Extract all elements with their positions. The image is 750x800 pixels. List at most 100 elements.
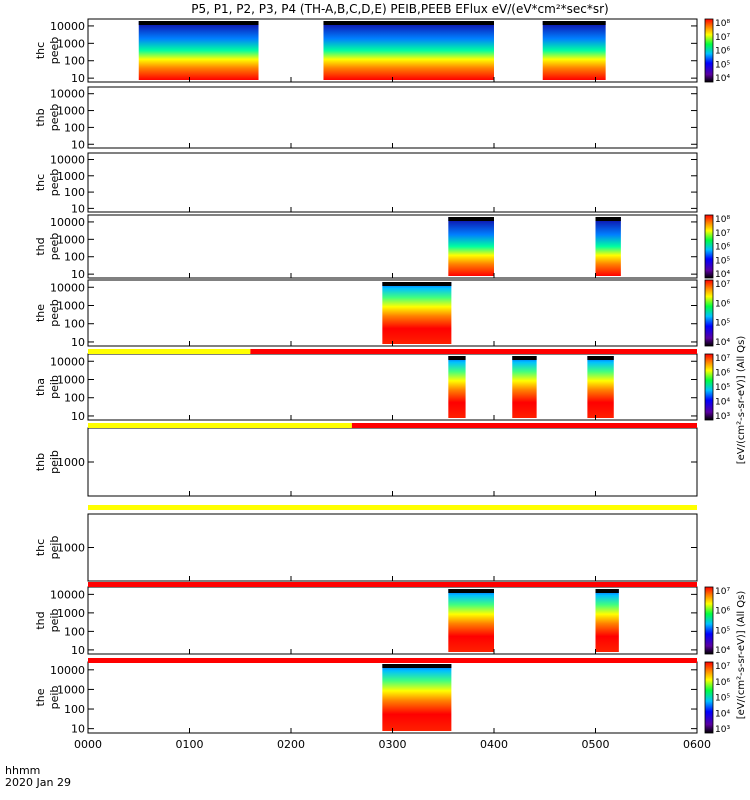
panel-species-label-9: peib [48, 686, 61, 710]
block-cap-4-0 [382, 282, 452, 286]
colorbar-label-4-0: 10⁴ [715, 338, 730, 348]
spectrogram-block-8-0 [448, 589, 494, 652]
colorbar-label-5-4: 10⁷ [715, 354, 730, 364]
spectrogram-block-9-0 [382, 664, 452, 731]
block-cap-5-2 [587, 356, 614, 360]
chart-title: P5, P1, P2, P3, P4 (TH-A,B,C,D,E) PEIB,P… [191, 2, 608, 16]
panel-probe-label-0: thc [34, 42, 47, 59]
ytick-label-5-2: 1000 [57, 373, 85, 386]
spectrogram-block-8-1 [595, 589, 619, 652]
ytick-label-3-0: 10 [71, 268, 85, 281]
colorbar-label-4-3: 10⁷ [715, 280, 730, 290]
colorbar-0 [704, 18, 714, 83]
colorbar-label-9-0: 10³ [715, 725, 730, 735]
ytick-label-2-1: 100 [64, 186, 85, 199]
ytick-label-9-2: 1000 [57, 683, 85, 696]
ytick-label-7-0: 1000 [57, 542, 85, 555]
colorbar-3 [704, 214, 714, 279]
panel-probe-label-1: thb [34, 108, 47, 126]
colorbar-label-9-4: 10⁷ [715, 662, 730, 672]
colorbar-label-8-3: 10⁷ [715, 587, 730, 597]
colorbar-label-5-2: 10⁵ [715, 383, 730, 393]
ytick-label-4-2: 1000 [57, 299, 85, 312]
block-cap-8-0 [448, 589, 494, 593]
ytick-label-3-1: 100 [64, 251, 85, 264]
spectrogram-block-0-0 [138, 21, 259, 80]
mode-bar-red-3 [88, 582, 697, 587]
ytick-label-8-1: 100 [64, 625, 85, 638]
spectrogram-block-3-0 [448, 217, 494, 276]
colorbar-label-4-2: 10⁶ [715, 299, 730, 309]
xtick-label-5: 0500 [582, 738, 610, 751]
panel-species-label-3: peeb [48, 233, 61, 261]
ytick-label-3-3: 10000 [50, 216, 85, 229]
colorbar-label-3-0: 10⁴ [715, 270, 730, 280]
panel-frame-2 [87, 152, 698, 213]
colorbar-8 [704, 586, 714, 655]
ytick-label-2-3: 10000 [50, 153, 85, 166]
block-cap-3-0 [448, 217, 494, 221]
xtick-label-3: 0300 [379, 738, 407, 751]
ytick-label-8-2: 1000 [57, 607, 85, 620]
panel-frame-1 [87, 86, 698, 149]
ytick-label-2-0: 10 [71, 202, 85, 215]
colorbar-label-3-3: 10⁷ [715, 229, 730, 239]
ytick-label-6-0: 1000 [57, 456, 85, 469]
xtick-label-6: 0600 [683, 738, 711, 751]
colorbar-label-4-1: 10⁵ [715, 319, 730, 329]
colorbar-unit-upper: [eV/(cm²-s-sr-eV)] (All Qs) [736, 336, 747, 465]
xtick-label-0: 0000 [74, 738, 102, 751]
mode-bar-yellow-0 [88, 349, 251, 354]
panel-probe-label-4: the [34, 304, 47, 322]
ytick-label-8-3: 10000 [50, 588, 85, 601]
panel-frame-6 [87, 427, 698, 497]
panel-species-label-8: peib [48, 609, 61, 633]
panel-probe-label-7: thc [34, 539, 47, 556]
panel-species-label-0: peeb [48, 37, 61, 65]
panel-species-label-5: peib [48, 375, 61, 399]
block-cap-8-1 [595, 589, 619, 593]
ytick-label-0-2: 1000 [57, 37, 85, 50]
xtick-label-1: 0100 [176, 738, 204, 751]
panel-species-label-2: peeb [48, 169, 61, 197]
ytick-label-1-1: 100 [64, 121, 85, 134]
ytick-label-5-1: 100 [64, 392, 85, 405]
xtick-label-4: 0400 [480, 738, 508, 751]
colorbar-label-0-0: 10⁴ [715, 74, 730, 84]
spectrogram-block-0-2 [542, 21, 606, 80]
panel-species-label-6: peib [48, 450, 61, 474]
panel-probe-label-5: tha [34, 378, 47, 396]
colorbar-label-3-2: 10⁶ [715, 243, 730, 253]
block-cap-5-1 [512, 356, 537, 360]
mode-bar-red-4 [88, 658, 697, 663]
colorbar-label-8-1: 10⁵ [715, 626, 730, 636]
mode-bar-yellow-2 [88, 505, 697, 510]
panel-probe-label-9: the [34, 688, 47, 706]
panel-species-label-1: peeb [48, 104, 61, 132]
colorbar-label-5-1: 10⁴ [715, 398, 730, 408]
block-cap-9-0 [382, 664, 452, 668]
colorbar-5 [704, 353, 714, 421]
colorbar-label-0-3: 10⁷ [715, 33, 730, 43]
ytick-label-5-3: 10000 [50, 355, 85, 368]
ytick-label-1-3: 10000 [50, 88, 85, 101]
colorbar-9 [704, 661, 714, 734]
mode-bar-red-0 [250, 349, 697, 354]
colorbar-label-0-1: 10⁵ [715, 60, 730, 70]
ytick-label-0-0: 10 [71, 72, 85, 85]
spectrogram-block-5-1 [512, 356, 537, 418]
ytick-label-9-3: 10000 [50, 664, 85, 677]
ytick-label-1-2: 1000 [57, 105, 85, 118]
colorbar-label-5-0: 10³ [715, 412, 730, 422]
block-cap-5-0 [448, 356, 466, 360]
xtick-label-2: 0200 [277, 738, 305, 751]
ytick-label-4-0: 10 [71, 336, 85, 349]
ytick-label-1-0: 10 [71, 138, 85, 151]
panel-species-label-7: peib [48, 536, 61, 560]
panel-probe-label-2: thc [34, 174, 47, 191]
block-cap-0-1 [323, 21, 494, 25]
footer-date: 2020 Jan 29 [5, 776, 71, 789]
block-cap-0-2 [542, 21, 606, 25]
